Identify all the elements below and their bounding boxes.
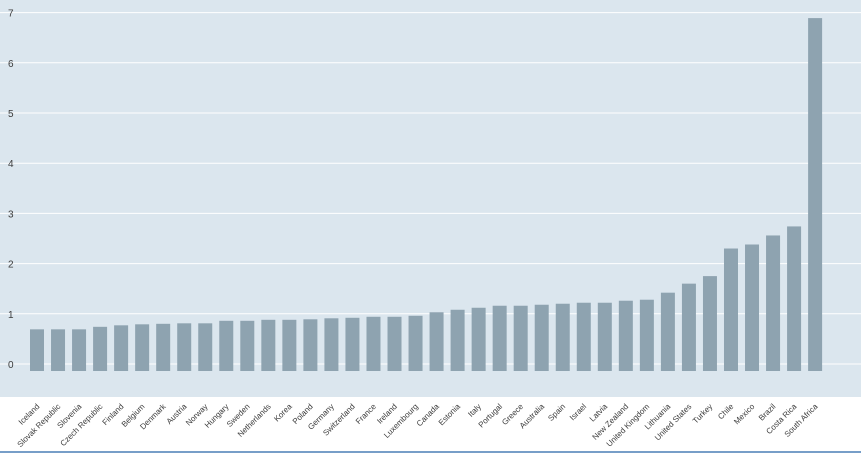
y-tick-label: 7 <box>8 9 14 20</box>
bar-ireland <box>387 316 402 371</box>
bar-germany <box>324 318 339 371</box>
bar-brazil <box>766 235 781 371</box>
bar-lithuania <box>660 292 675 371</box>
bar-finland <box>114 325 129 371</box>
y-tick-label: 0 <box>8 360 14 371</box>
bar-belgium <box>135 324 150 371</box>
bar-czech-republic <box>93 326 108 371</box>
bar-slovenia <box>72 329 87 371</box>
bar-hungary <box>219 320 234 371</box>
x-tick-label: Mexico <box>732 402 757 427</box>
bars <box>30 18 823 372</box>
x-tick-label: Turkey <box>691 402 714 425</box>
bar-portugal <box>492 305 507 371</box>
bar-australia <box>534 304 549 371</box>
bar-luxembourg <box>408 315 423 371</box>
bar-denmark <box>156 323 171 371</box>
y-tick-label: 5 <box>8 109 14 120</box>
bar-israel <box>576 302 591 371</box>
x-tick-label: France <box>354 402 378 426</box>
x-tick-label: Canada <box>415 402 442 429</box>
bar-latvia <box>597 302 612 371</box>
x-tick-label: Estonia <box>437 402 463 428</box>
x-tick-label: Israel <box>568 402 588 422</box>
bar-iceland <box>30 329 44 371</box>
bar-switzerland <box>345 317 360 371</box>
bar-turkey <box>702 276 717 371</box>
bar-united-states <box>681 283 696 371</box>
bar-austria <box>177 323 192 371</box>
bar-france <box>366 316 381 371</box>
bar-canada <box>429 312 444 371</box>
bar-united-kingdom <box>639 299 654 371</box>
bar-slovak-republic <box>51 329 66 371</box>
bar-korea <box>282 319 297 371</box>
bar-greece <box>513 305 528 371</box>
x-tick-label: Italy <box>466 402 483 419</box>
bar-costa-rica <box>787 226 802 371</box>
x-tick-label: Portugal <box>477 402 505 430</box>
bar-netherlands <box>261 319 276 371</box>
bar-chile <box>723 248 738 371</box>
bar-sweden <box>240 320 255 371</box>
bar-estonia <box>450 309 465 371</box>
y-axis-tick-labels: 0 1 2 3 4 5 6 7 <box>8 9 14 371</box>
bar-mexico <box>745 244 760 371</box>
y-tick-label: 1 <box>8 310 14 321</box>
y-tick-label: 4 <box>8 159 14 170</box>
bar-new-zealand <box>618 300 633 371</box>
y-tick-label: 3 <box>8 209 14 220</box>
bar-norway <box>198 323 213 371</box>
y-tick-label: 6 <box>8 59 14 70</box>
x-tick-label: Spain <box>546 402 567 423</box>
bar-italy <box>471 307 486 371</box>
bar-poland <box>303 319 318 371</box>
y-tick-label: 2 <box>8 260 14 271</box>
bar-spain <box>555 303 570 371</box>
bar-south-africa <box>808 18 823 372</box>
